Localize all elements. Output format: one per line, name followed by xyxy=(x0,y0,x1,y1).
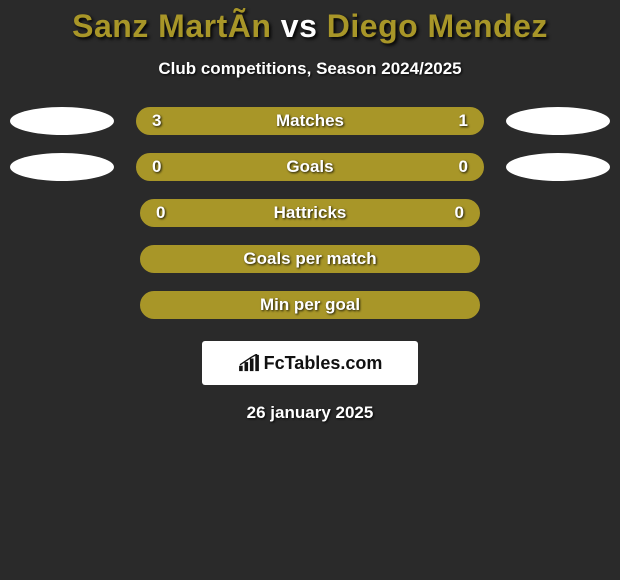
stat-bar: Matches3 1 xyxy=(136,107,484,135)
stat-bar: Goals per match xyxy=(140,245,480,273)
player1-value: 3 xyxy=(152,111,161,131)
player2-value: 0 xyxy=(455,203,464,223)
stat-row: Hattricks0 0 xyxy=(0,199,620,227)
brand-badge: FcTables.com xyxy=(202,341,418,385)
stat-label: Goals per match xyxy=(142,249,478,269)
player1-marker xyxy=(10,153,114,181)
comparison-card: Sanz MartÃ­n vs Diego Mendez Club compet… xyxy=(0,0,620,423)
subtitle: Club competitions, Season 2024/2025 xyxy=(0,59,620,79)
date-label: 26 january 2025 xyxy=(0,403,620,423)
vs-label: vs xyxy=(281,8,318,44)
stat-bar: Hattricks0 0 xyxy=(140,199,480,227)
brand-text: FcTables.com xyxy=(264,353,383,374)
page-title: Sanz MartÃ­n vs Diego Mendez xyxy=(0,8,620,45)
chart-icon xyxy=(238,354,260,372)
stat-label: Hattricks xyxy=(142,203,478,223)
player2-name: Diego Mendez xyxy=(327,8,548,44)
stat-row: Goals per match xyxy=(0,245,620,273)
stat-label: Goals xyxy=(138,157,482,177)
player2-value: 1 xyxy=(459,111,468,131)
player2-marker xyxy=(506,107,610,135)
player1-marker xyxy=(10,107,114,135)
player2-value: 0 xyxy=(459,157,468,177)
stat-bar: Goals0 0 xyxy=(136,153,484,181)
stat-bar: Min per goal xyxy=(140,291,480,319)
stat-row: Goals0 0 xyxy=(0,153,620,181)
stat-label: Matches xyxy=(138,111,482,131)
player1-value: 0 xyxy=(152,157,161,177)
player1-name: Sanz MartÃ­n xyxy=(72,8,271,44)
player2-marker xyxy=(506,153,610,181)
stat-rows: Matches31Goals00Hattricks00Goals per mat… xyxy=(0,107,620,319)
player1-value: 0 xyxy=(156,203,165,223)
stat-row: Min per goal xyxy=(0,291,620,319)
stat-label: Min per goal xyxy=(142,295,478,315)
stat-row: Matches3 1 xyxy=(0,107,620,135)
